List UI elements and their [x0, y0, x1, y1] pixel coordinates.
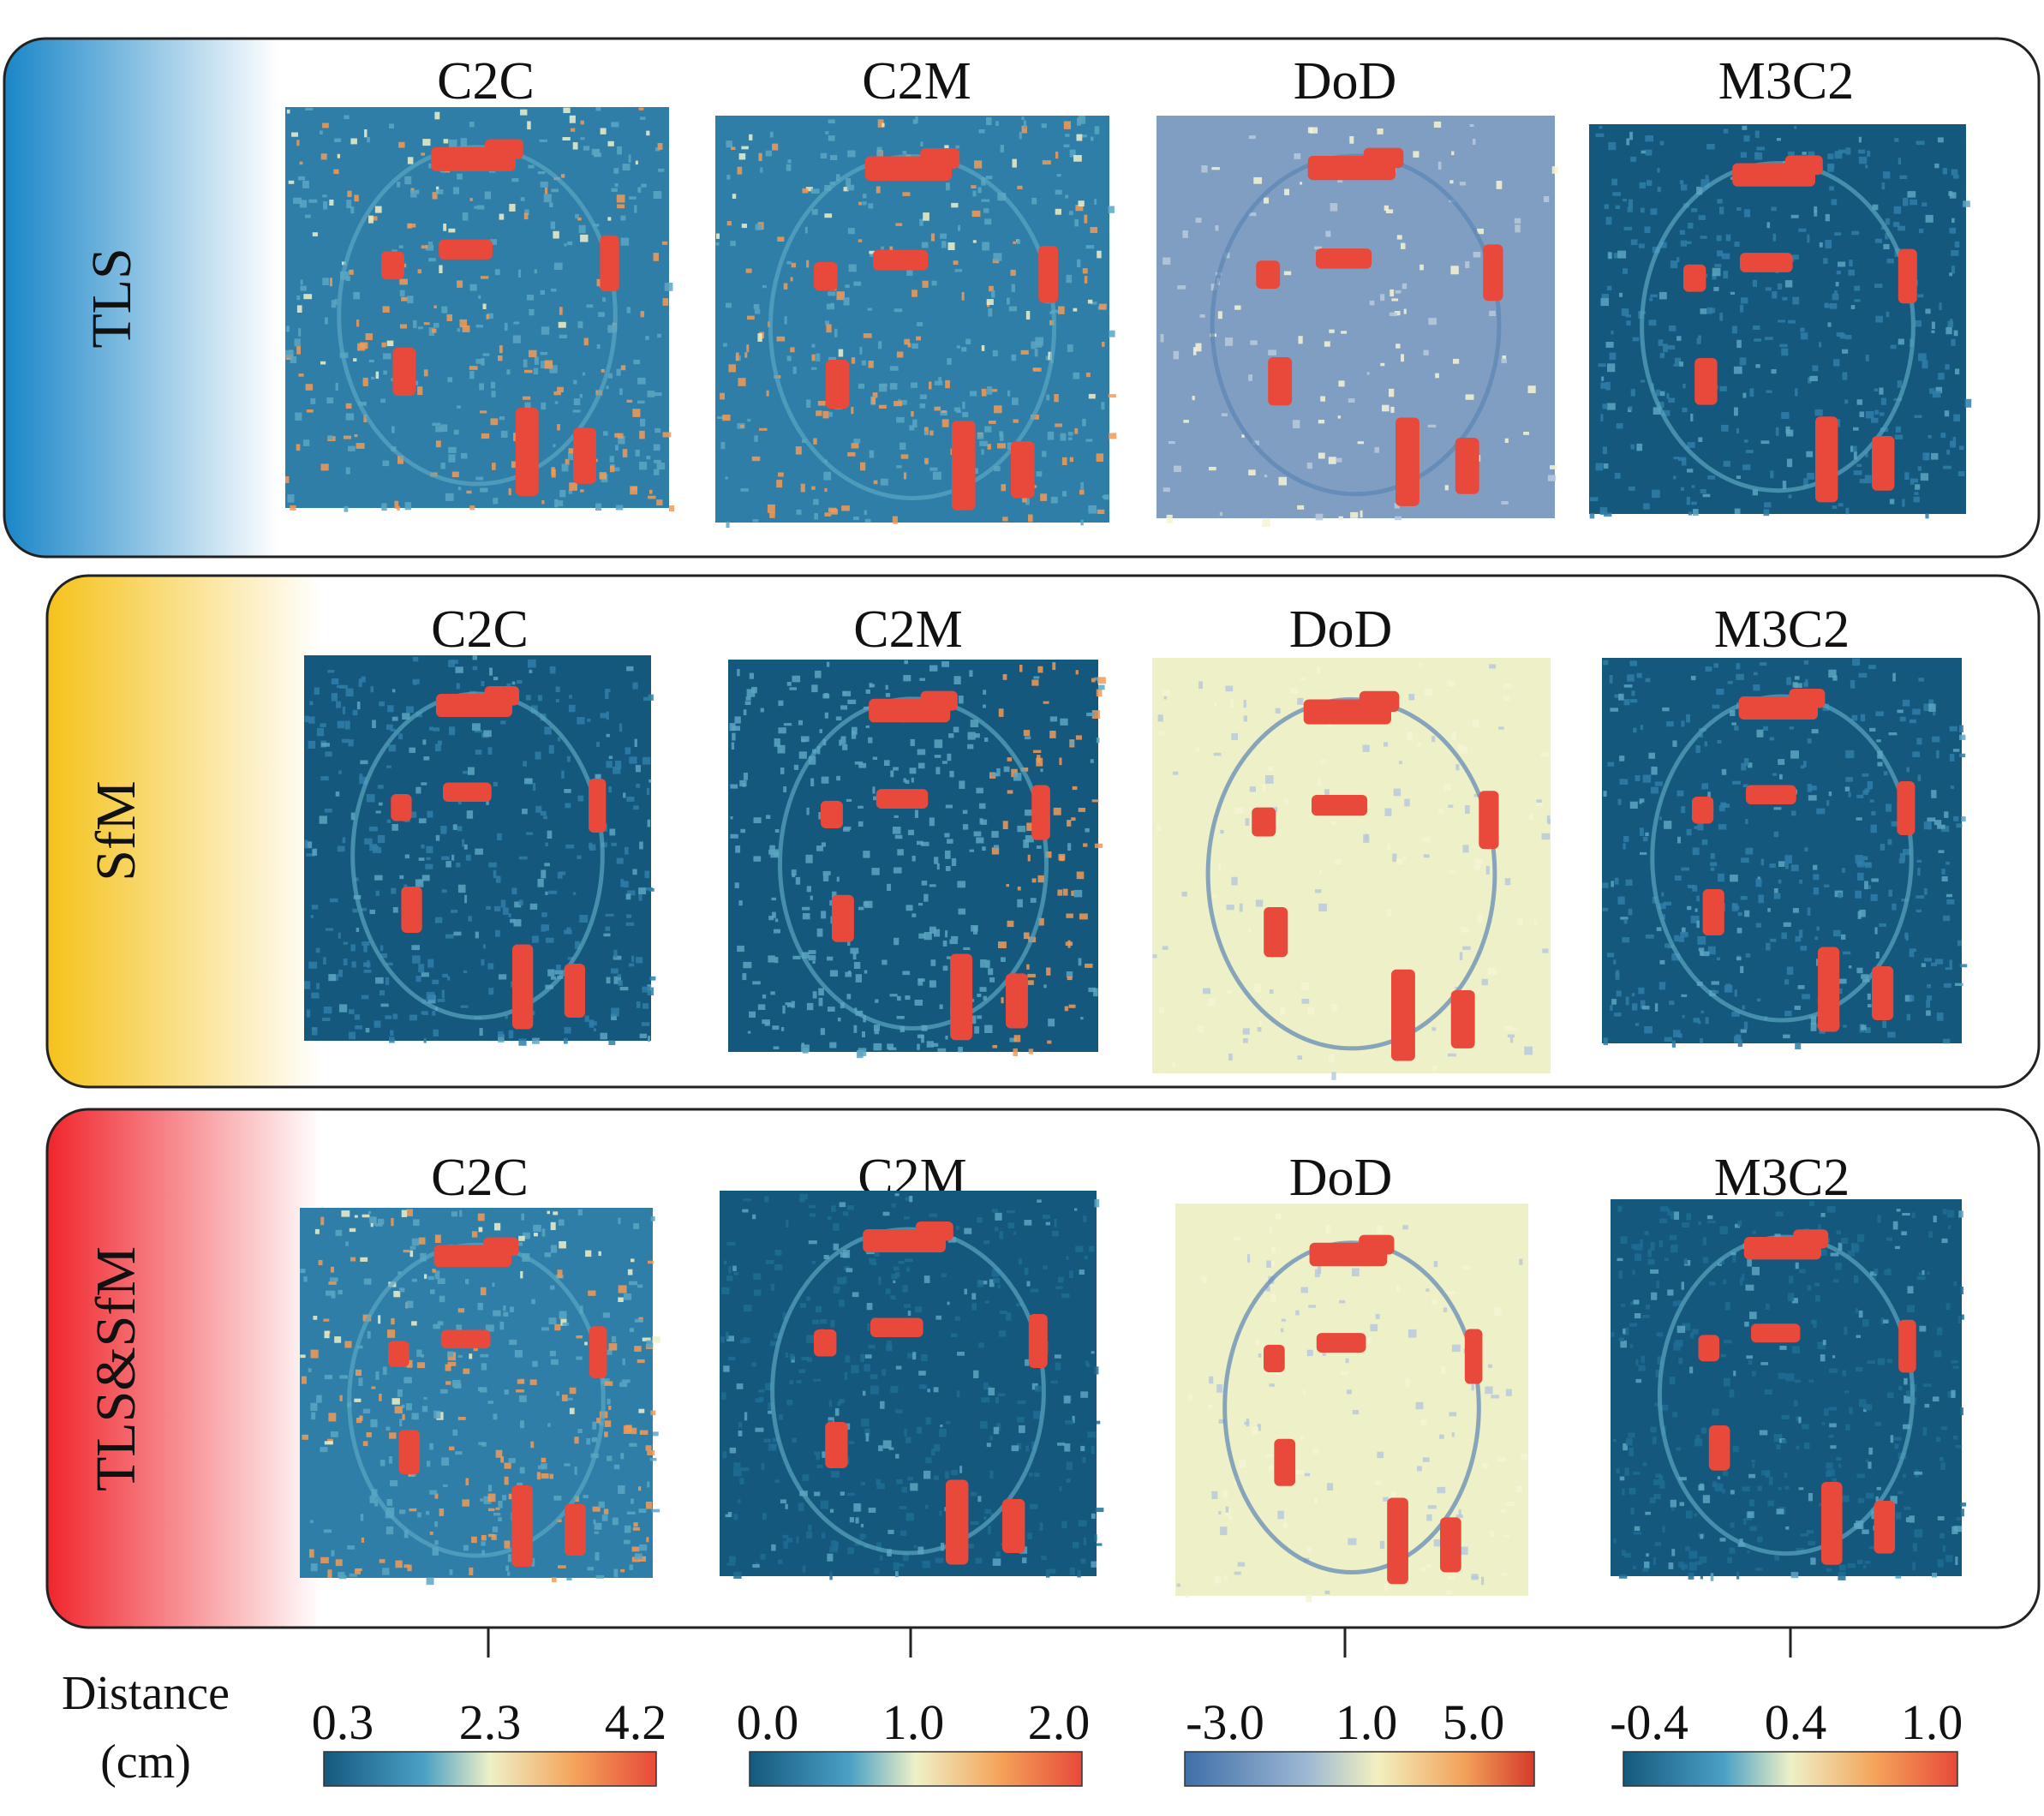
row-panel-tls-sfm: TLS&SfM [45, 1108, 2041, 1629]
map-tls-m3c2 [1589, 124, 1972, 519]
legend: Distance (cm) 0.3 2.3 4.2 0.0 1.0 2.0 -3… [62, 1667, 1963, 1789]
legend-connectors [487, 1628, 1792, 1658]
colorbar-m3c2-tick-min: -0.4 [1610, 1694, 1688, 1750]
row-label-tls-sfm: TLS&SfM [85, 1246, 147, 1491]
colorbar-m3c2 [1623, 1752, 1957, 1786]
map-sfm-dod [1152, 658, 1551, 1080]
row-panel-tls: TLS [3, 37, 2041, 559]
colorbar-c2m [750, 1752, 1082, 1786]
map-tls-sfm-dod [1175, 1204, 1528, 1603]
map-sfm-m3c2 [1602, 658, 1968, 1049]
map-tls-dod [1156, 116, 1558, 527]
method-title-dod: DoD [1289, 1149, 1393, 1207]
legend-unit: (cm) [100, 1735, 191, 1789]
method-title-c2c: C2C [437, 52, 535, 111]
row-label-sfm: SfM [85, 780, 147, 881]
method-title-c2c: C2C [431, 600, 529, 659]
method-title-m3c2: M3C2 [1714, 1149, 1850, 1207]
colorbar-dod-tick-min: -3.0 [1186, 1694, 1264, 1750]
map-tls-c2c [285, 107, 675, 512]
method-title-c2m: C2M [853, 600, 962, 659]
colorbar-c2m-tick-max: 2.0 [1028, 1694, 1091, 1750]
method-title-dod: DoD [1289, 600, 1393, 659]
colorbar-c2c [324, 1752, 656, 1786]
method-title-m3c2: M3C2 [1714, 600, 1850, 659]
colorbar-m3c2-tick-mid: 0.4 [1765, 1694, 1827, 1750]
row-label-tls: TLS [81, 248, 143, 348]
map-tls-sfm-m3c2 [1611, 1199, 1967, 1581]
map-tls-sfm-c2m [720, 1191, 1104, 1580]
colorbar-c2c-tick-mid: 2.3 [459, 1694, 522, 1750]
colorbar-dod-tick-max: 5.0 [1443, 1694, 1505, 1750]
colorbar-c2m-tick-min: 0.0 [737, 1694, 799, 1750]
method-title-dod: DoD [1294, 52, 1397, 111]
map-sfm-c2c [304, 655, 656, 1046]
legend-title: Distance [62, 1667, 230, 1720]
colorbar-m3c2-tick-max: 1.0 [1901, 1694, 1963, 1750]
colorbar-c2c-tick-max: 4.2 [605, 1694, 667, 1750]
map-tls-sfm-c2c [300, 1208, 660, 1586]
map-tls-c2m [715, 116, 1117, 529]
colorbar-c2c-tick-min: 0.3 [312, 1694, 374, 1750]
colorbar-dod [1185, 1752, 1534, 1786]
colorbar-c2m-tick-mid: 1.0 [882, 1694, 945, 1750]
method-title-m3c2: M3C2 [1718, 52, 1854, 111]
row-panel-sfm: SfM [45, 574, 2041, 1089]
method-title-c2c: C2C [431, 1149, 529, 1207]
colorbar-dod-tick-mid: 1.0 [1336, 1694, 1398, 1750]
map-sfm-c2m [728, 660, 1106, 1059]
method-title-c2m: C2M [862, 52, 971, 111]
